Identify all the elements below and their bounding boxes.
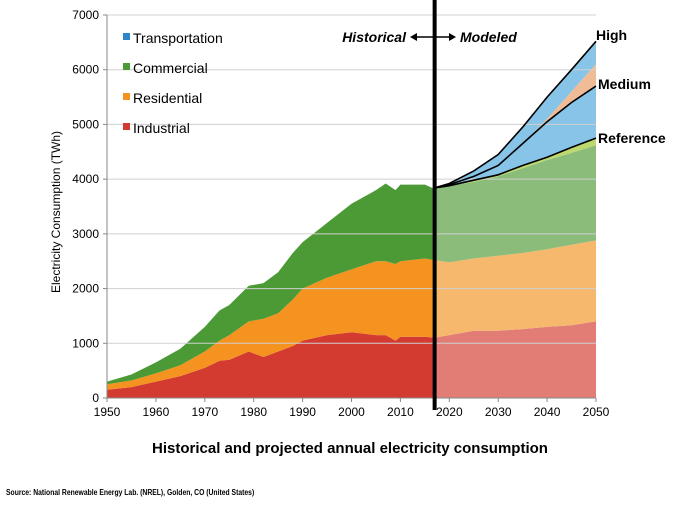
legend: Transportation Commercial Residential In…	[123, 30, 223, 136]
area-industrial-historical	[107, 332, 435, 398]
x-tick-label-2050: 2050	[583, 405, 610, 419]
axes: 1950 1960 1970 1980 1990 2000 2010 2020 2030 2040…	[72, 0, 610, 419]
line-medium	[434, 85, 597, 189]
area-industrial-projected	[434, 321, 596, 398]
legend-swatch-residential	[123, 93, 130, 100]
scenario-label-high: High	[596, 27, 627, 43]
x-tick-label-2040: 2040	[534, 405, 561, 419]
x-tick-label-1970: 1970	[191, 405, 218, 419]
legend-label-industrial: Industrial	[133, 120, 190, 136]
x-tick-label-1950: 1950	[94, 405, 121, 419]
area-commercial-projected	[434, 145, 596, 263]
modeled-label: Modeled	[460, 29, 517, 45]
x-tick-label-2020: 2020	[436, 405, 463, 419]
scenario-label-medium: Medium	[598, 76, 651, 92]
y-tick-label-7000: 7000	[72, 8, 99, 22]
line-reference	[434, 137, 597, 189]
x-tick-label-1960: 1960	[143, 405, 170, 419]
legend-label-residential: Residential	[133, 90, 202, 106]
gridlines	[107, 14, 596, 344]
x-tick-label-2030: 2030	[485, 405, 512, 419]
x-tick-label-1980: 1980	[240, 405, 267, 419]
y-axis-title: Electricity Consumption (TWh)	[49, 131, 63, 293]
y-tick-label-4000: 4000	[72, 172, 99, 186]
y-tick-label-3000: 3000	[72, 227, 99, 241]
chart-caption: Historical and projected annual electric…	[152, 440, 548, 457]
arrow-left-head	[410, 33, 417, 41]
x-tick-label-2010: 2010	[387, 405, 414, 419]
historical-label: Historical	[342, 29, 407, 45]
scenario-labels: High Medium Reference	[596, 27, 666, 146]
legend-label-transportation: Transportation	[133, 30, 223, 46]
arrow-right-head	[449, 33, 456, 41]
source-note: Source: National Renewable Energy Lab. (…	[6, 488, 255, 497]
area-residential-historical	[107, 258, 435, 390]
historical-modeled-header: Historical Modeled	[342, 29, 517, 45]
scenario-lines	[434, 40, 597, 189]
y-tick-label-5000: 5000	[72, 117, 99, 131]
legend-swatch-transportation	[123, 33, 130, 40]
y-tick-label-1000: 1000	[72, 336, 99, 350]
electricity-consumption-chart: 1950 1960 1970 1980 1990 2000 2010 2020 2030 2040…	[49, 0, 666, 419]
area-residential-projected	[434, 240, 596, 338]
x-tick-label-1990: 1990	[289, 405, 316, 419]
y-tick-label-2000: 2000	[72, 282, 99, 296]
line-high	[434, 40, 597, 189]
scenario-label-reference: Reference	[598, 130, 666, 146]
y-tick-label-0: 0	[92, 391, 99, 405]
legend-swatch-commercial	[123, 63, 130, 70]
legend-label-commercial: Commercial	[133, 60, 208, 76]
legend-swatch-industrial	[123, 123, 130, 130]
y-tick-label-6000: 6000	[72, 63, 99, 77]
x-tick-label-2000: 2000	[338, 405, 365, 419]
